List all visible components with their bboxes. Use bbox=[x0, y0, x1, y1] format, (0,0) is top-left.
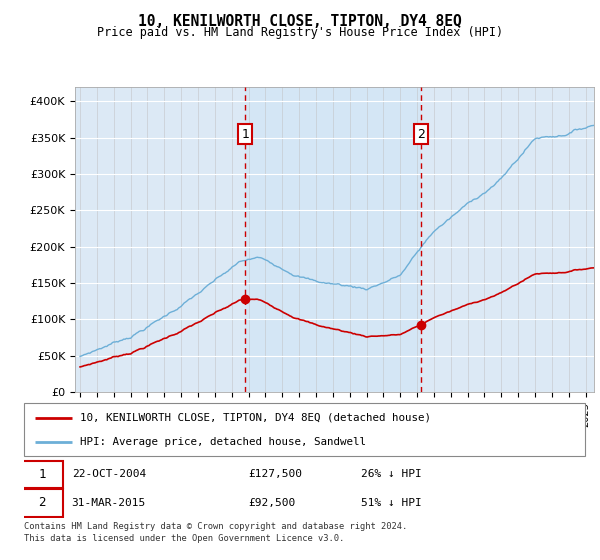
Text: 1: 1 bbox=[241, 128, 249, 141]
FancyBboxPatch shape bbox=[21, 461, 63, 488]
Bar bbox=[245, 87, 421, 392]
Text: 22-OCT-2004: 22-OCT-2004 bbox=[71, 469, 146, 479]
Text: 31-MAR-2015: 31-MAR-2015 bbox=[71, 498, 146, 508]
Text: £127,500: £127,500 bbox=[248, 469, 302, 479]
Text: 10, KENILWORTH CLOSE, TIPTON, DY4 8EQ: 10, KENILWORTH CLOSE, TIPTON, DY4 8EQ bbox=[138, 14, 462, 29]
Text: HPI: Average price, detached house, Sandwell: HPI: Average price, detached house, Sand… bbox=[80, 437, 366, 447]
Text: Price paid vs. HM Land Registry's House Price Index (HPI): Price paid vs. HM Land Registry's House … bbox=[97, 26, 503, 39]
Text: 10, KENILWORTH CLOSE, TIPTON, DY4 8EQ (detached house): 10, KENILWORTH CLOSE, TIPTON, DY4 8EQ (d… bbox=[80, 413, 431, 423]
Text: 1: 1 bbox=[38, 468, 46, 481]
Text: £92,500: £92,500 bbox=[248, 498, 296, 508]
Text: Contains HM Land Registry data © Crown copyright and database right 2024.: Contains HM Land Registry data © Crown c… bbox=[24, 522, 407, 531]
FancyBboxPatch shape bbox=[21, 489, 63, 516]
Text: 2: 2 bbox=[38, 496, 46, 509]
Text: 2: 2 bbox=[418, 128, 425, 141]
Text: 26% ↓ HPI: 26% ↓ HPI bbox=[361, 469, 421, 479]
Text: 51% ↓ HPI: 51% ↓ HPI bbox=[361, 498, 421, 508]
Text: This data is licensed under the Open Government Licence v3.0.: This data is licensed under the Open Gov… bbox=[24, 534, 344, 543]
